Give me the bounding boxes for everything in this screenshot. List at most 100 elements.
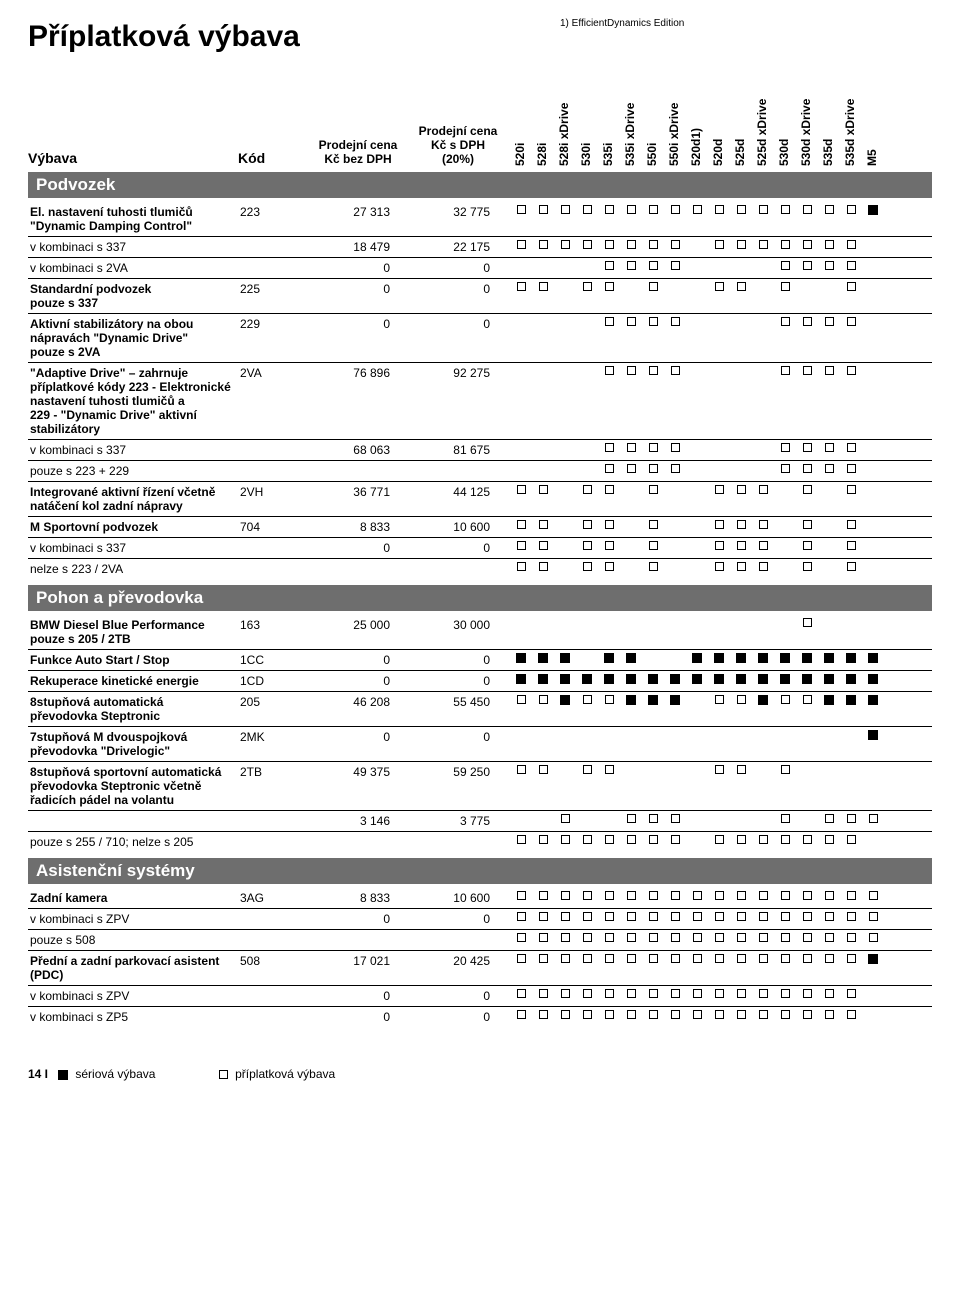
hdr-cena2-l3: (20%) (442, 152, 474, 166)
availability-mark (862, 933, 884, 946)
availability-mark (576, 989, 598, 1002)
cell-price-dph: 59 250 (408, 762, 508, 811)
availability-mark (730, 954, 752, 968)
availability-mark (796, 205, 818, 219)
model-col: 525d (728, 76, 750, 166)
availability-mark (532, 653, 554, 667)
availability-mark (510, 954, 532, 968)
availability-mark (686, 317, 708, 330)
page-number: 14 I (28, 1067, 48, 1081)
availability-mark (642, 891, 664, 904)
availability-mark (598, 485, 620, 498)
availability-mark (554, 933, 576, 946)
cell-marks (508, 930, 932, 951)
cell-kod (238, 1007, 308, 1028)
availability-mark (862, 562, 884, 575)
availability-mark (840, 485, 862, 498)
model-col: 550i xDrive (662, 76, 684, 166)
availability-mark (620, 814, 642, 827)
cell-name: pouze s 508 (28, 930, 238, 951)
availability-mark (840, 464, 862, 477)
availability-mark (752, 205, 774, 219)
cell-name: nelze s 223 / 2VA (28, 559, 238, 580)
availability-mark (686, 933, 708, 946)
cell-price-nodph: 0 (308, 258, 408, 279)
table-row: v kombinaci s ZPV00 (28, 909, 932, 930)
cell-price-nodph: 8 833 (308, 888, 408, 909)
availability-mark (532, 954, 554, 968)
availability-mark (708, 674, 730, 688)
cell-price-dph (408, 832, 508, 853)
availability-mark (664, 653, 686, 667)
cell-name: Standardní podvozekpouze s 337 (28, 279, 238, 314)
availability-mark (532, 695, 554, 709)
cell-marks (508, 461, 932, 482)
availability-mark (686, 541, 708, 554)
availability-mark (664, 954, 686, 968)
table-row: BMW Diesel Blue Performancepouze s 205 /… (28, 615, 932, 650)
availability-mark (664, 366, 686, 379)
availability-mark (752, 366, 774, 379)
cell-price-nodph: 0 (308, 314, 408, 363)
availability-mark (620, 765, 642, 778)
hdr-vybava: Výbava (28, 150, 238, 166)
availability-mark (620, 730, 642, 744)
availability-mark (818, 485, 840, 498)
availability-mark (686, 240, 708, 253)
availability-mark (664, 541, 686, 554)
availability-mark (598, 618, 620, 631)
availability-mark (862, 695, 884, 709)
availability-mark (818, 912, 840, 925)
availability-mark (840, 765, 862, 778)
availability-mark (532, 989, 554, 1002)
availability-mark (862, 1010, 884, 1023)
availability-mark (752, 282, 774, 295)
availability-mark (532, 520, 554, 533)
availability-mark (840, 562, 862, 575)
availability-mark (598, 282, 620, 295)
cell-kod: 2TB (238, 762, 308, 811)
availability-mark (642, 541, 664, 554)
model-headers: 520i528i528i xDrive530i535i535i xDrive55… (508, 76, 932, 166)
model-col: 530d xDrive (794, 76, 816, 166)
availability-mark (774, 282, 796, 295)
availability-mark (664, 765, 686, 778)
availability-mark (642, 205, 664, 219)
cell-price-nodph (308, 559, 408, 580)
availability-mark (620, 989, 642, 1002)
cell-price-nodph: 18 479 (308, 237, 408, 258)
legend-optional: příplatková výbava (235, 1067, 335, 1081)
cell-name: v kombinaci s 337 (28, 440, 238, 461)
availability-mark (510, 695, 532, 709)
cell-price-dph: 0 (408, 258, 508, 279)
cell-kod: 2MK (238, 727, 308, 762)
availability-mark (686, 261, 708, 274)
availability-mark (752, 814, 774, 827)
availability-mark (730, 541, 752, 554)
availability-mark (620, 520, 642, 533)
availability-mark (752, 443, 774, 456)
cell-name: Funkce Auto Start / Stop (28, 650, 238, 671)
model-col: 535d xDrive (838, 76, 860, 166)
availability-mark (642, 730, 664, 744)
availability-mark (774, 240, 796, 253)
header-row: Výbava Kód Prodejní cena Kč bez DPH Prod… (28, 76, 932, 166)
cell-kod: 225 (238, 279, 308, 314)
availability-mark (664, 674, 686, 688)
availability-mark (774, 653, 796, 667)
availability-mark (576, 317, 598, 330)
availability-mark (752, 261, 774, 274)
availability-mark (620, 618, 642, 631)
availability-mark (796, 891, 818, 904)
availability-mark (598, 520, 620, 533)
cell-price-nodph: 49 375 (308, 762, 408, 811)
cell-price-dph: 20 425 (408, 951, 508, 986)
table-row: v kombinaci s 33768 06381 675 (28, 440, 932, 461)
availability-mark (708, 653, 730, 667)
availability-mark (708, 912, 730, 925)
cell-name: pouze s 255 / 710; nelze s 205 (28, 832, 238, 853)
availability-mark (752, 674, 774, 688)
availability-mark (554, 814, 576, 827)
availability-mark (642, 814, 664, 827)
availability-mark (730, 695, 752, 709)
